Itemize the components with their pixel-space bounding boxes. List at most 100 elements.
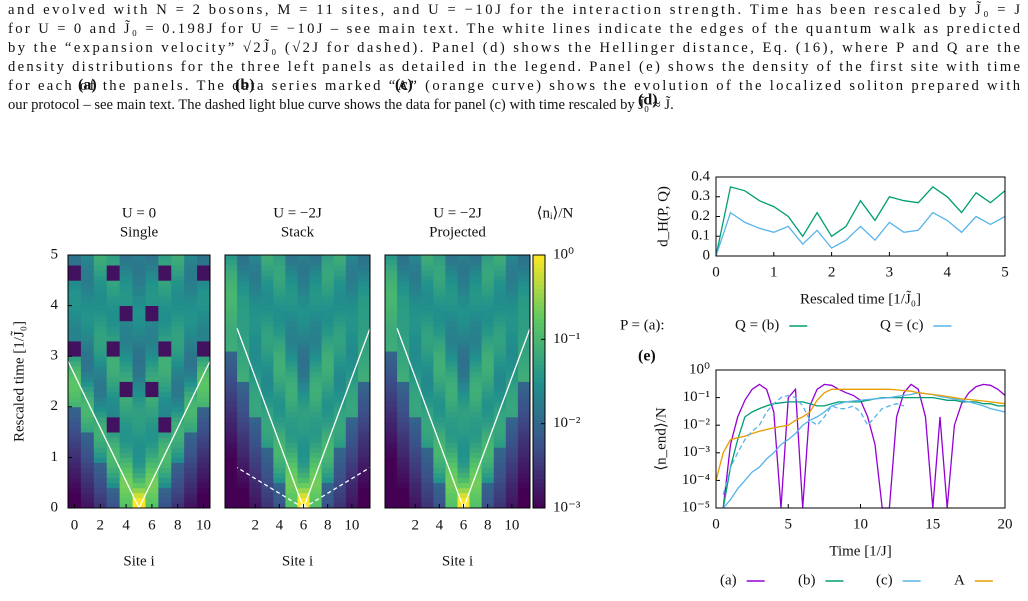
- heatmap-cell: [68, 260, 82, 266]
- heatmap-cell: [357, 497, 371, 504]
- heatmap-cell: [158, 280, 172, 286]
- heatmap-cell: [469, 346, 483, 352]
- heatmap-cell: [517, 497, 531, 504]
- heatmap-cell: [309, 346, 323, 352]
- heatmap-cell: [297, 305, 310, 312]
- heatmap-cell: [493, 346, 507, 352]
- heatmap-cell: [505, 255, 519, 261]
- heatmap-cell: [106, 361, 121, 367]
- heatmap-cell: [171, 315, 185, 322]
- heatmap-cell: [397, 502, 410, 509]
- heatmap-cell: [409, 346, 422, 352]
- heatmap-cell: [171, 325, 185, 332]
- colorbar-cell: [533, 356, 545, 361]
- heatmap-cell: [249, 391, 262, 398]
- heatmap-cell: [357, 280, 371, 286]
- heatmap-cell: [261, 280, 274, 286]
- colorbar-cell: [533, 398, 545, 404]
- colorbar-cell: [533, 280, 545, 286]
- heatmap-cell: [184, 447, 198, 453]
- heatmap-cell: [397, 260, 410, 266]
- heatmap-cell: [333, 270, 347, 276]
- heatmap-cell: [309, 356, 323, 362]
- heatmap-cell: [457, 416, 470, 423]
- heatmap-cell: [321, 351, 335, 357]
- heatmap-cell: [145, 437, 159, 443]
- heatmap-cell: [421, 462, 434, 468]
- heatmap-cell: [481, 386, 495, 393]
- heatmap-cell: [145, 467, 159, 473]
- heatmap-cell: [119, 265, 133, 271]
- heatmap-cell: [309, 265, 323, 271]
- heatmap-cell: [457, 421, 470, 428]
- heatmap-cell: [517, 315, 531, 322]
- heatmap-cell: [297, 432, 310, 438]
- heatmap-cell: [333, 487, 347, 494]
- heatmap-cell: [397, 270, 410, 276]
- heatmap-cell: [68, 457, 82, 463]
- heatmap-cell: [197, 335, 211, 342]
- heatmap-cell: [433, 295, 446, 301]
- heatmap-cell: [184, 270, 198, 276]
- heatmap-cell: [68, 437, 82, 443]
- heatmap-cell: [321, 457, 335, 463]
- heatmap-cell: [481, 315, 495, 322]
- heatmap-cell: [158, 285, 172, 291]
- heatmap-cell: [469, 411, 483, 418]
- heatmap-cell: [397, 361, 410, 367]
- heatmap-cell: [184, 391, 198, 398]
- heatmap-cell: [249, 381, 262, 387]
- heatmap-cell: [333, 335, 347, 342]
- heatmap-cell: [505, 315, 519, 322]
- heatmap-cell: [357, 416, 371, 423]
- heatmap-cell: [249, 260, 262, 266]
- heatmap-cell: [357, 482, 371, 489]
- heatmap-cell: [505, 442, 519, 448]
- heatmap-cell: [197, 452, 211, 458]
- heatmap-cell: [421, 300, 434, 306]
- heatmap-cell: [397, 432, 410, 438]
- heatmap-cell: [145, 315, 159, 322]
- y-tick-label: 10⁻⁵: [682, 499, 710, 515]
- heatmap-cell: [345, 432, 359, 438]
- heatmap-cell: [321, 467, 335, 473]
- colorbar-cell: [533, 419, 545, 425]
- heatmap-cell: [469, 270, 483, 276]
- heatmap-cell: [445, 300, 458, 306]
- heatmap-cell: [80, 472, 95, 479]
- heatmap-cell: [421, 447, 434, 453]
- heatmap-cell: [409, 255, 422, 261]
- heatmap-cell: [171, 330, 185, 337]
- heatmap-cell: [345, 275, 359, 281]
- y-tick-label: 10⁻²: [683, 417, 711, 433]
- heatmap-cell: [357, 462, 371, 468]
- heatmap-cell: [421, 346, 434, 352]
- heatmap-cell: [433, 381, 446, 387]
- heatmap-cell: [309, 315, 323, 322]
- heatmap-image: [68, 255, 211, 509]
- heatmap-cell: [171, 285, 185, 291]
- heatmap-cell: [171, 427, 185, 433]
- heatmap-cell: [457, 381, 470, 387]
- heatmap-cell: [68, 300, 82, 306]
- heatmap-cell: [345, 330, 359, 337]
- heatmap-cell: [409, 361, 422, 367]
- heatmap-cell: [297, 255, 310, 261]
- heatmap-cell: [321, 447, 335, 453]
- heatmap-cell: [119, 356, 133, 362]
- heatmap-cell: [80, 330, 95, 337]
- heatmap-cell: [119, 300, 133, 306]
- y-tick-label: 1: [51, 449, 59, 465]
- heatmap-cell: [273, 341, 286, 347]
- heatmap-cell: [93, 351, 108, 357]
- heatmap-cell: [285, 341, 298, 347]
- heatmap-cell: [80, 371, 95, 377]
- heatmap-cell: [184, 482, 198, 489]
- heatmap-cell: [397, 320, 410, 327]
- heatmap-cell: [321, 396, 335, 403]
- colorbar-cell: [533, 415, 545, 420]
- heatmap-cell: [68, 341, 82, 347]
- heatmap-cell: [333, 502, 347, 509]
- heatmap-cell: [171, 320, 185, 327]
- x-tick-label: 1: [770, 264, 778, 280]
